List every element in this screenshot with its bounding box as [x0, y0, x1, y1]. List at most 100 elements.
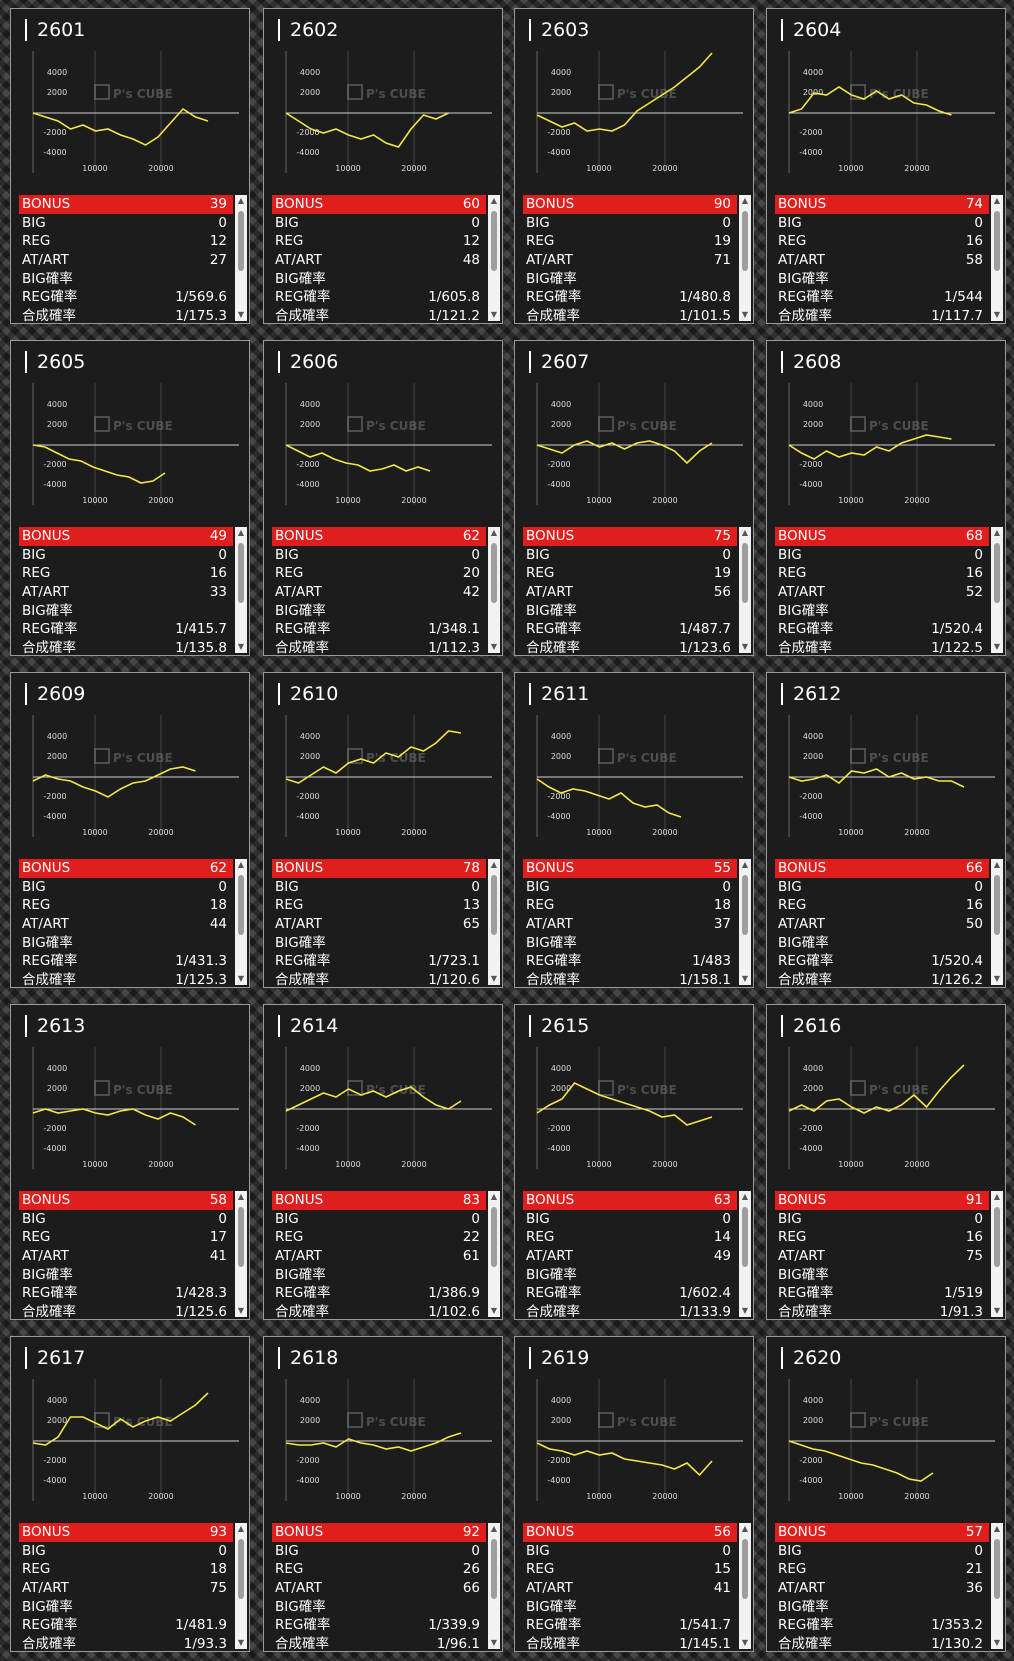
table-scrollbar[interactable]: ▲ ▼: [991, 195, 1003, 321]
scroll-down-arrow-icon[interactable]: ▼: [993, 1638, 1001, 1647]
scroll-up-arrow-icon[interactable]: ▲: [993, 860, 1001, 869]
table-scrollbar[interactable]: ▲ ▼: [235, 195, 247, 321]
table-scrollbar[interactable]: ▲ ▼: [488, 1191, 500, 1317]
table-scrollbar[interactable]: ▲ ▼: [235, 1191, 247, 1317]
table-scrollbar[interactable]: ▲ ▼: [488, 527, 500, 653]
machine-card-2602[interactable]: 2602 4000 2000 -2000 -4000 10000 20000 P…: [263, 8, 503, 324]
scroll-down-arrow-icon[interactable]: ▼: [490, 1638, 498, 1647]
scroll-down-arrow-icon[interactable]: ▼: [237, 1638, 245, 1647]
table-scrollbar[interactable]: ▲ ▼: [739, 1523, 751, 1649]
table-scrollbar[interactable]: ▲ ▼: [991, 859, 1003, 985]
machine-card-2619[interactable]: 2619 4000 2000 -2000 -4000 10000 20000 P…: [514, 1336, 754, 1652]
scroll-up-arrow-icon[interactable]: ▲: [993, 1524, 1001, 1533]
table-scrollbar[interactable]: ▲ ▼: [739, 195, 751, 321]
scroll-up-arrow-icon[interactable]: ▲: [237, 860, 245, 869]
scroll-down-arrow-icon[interactable]: ▼: [237, 1306, 245, 1315]
table-scrollbar[interactable]: ▲ ▼: [488, 859, 500, 985]
scroll-thumb[interactable]: [238, 211, 244, 271]
table-scrollbar[interactable]: ▲ ▼: [235, 527, 247, 653]
scroll-up-arrow-icon[interactable]: ▲: [237, 528, 245, 537]
scroll-thumb[interactable]: [994, 1539, 1000, 1599]
scroll-up-arrow-icon[interactable]: ▲: [237, 1524, 245, 1533]
machine-card-2620[interactable]: 2620 4000 2000 -2000 -4000 10000 20000 P…: [766, 1336, 1006, 1652]
machine-card-2609[interactable]: 2609 4000 2000 -2000 -4000 10000 20000 P…: [10, 672, 250, 988]
scroll-thumb[interactable]: [491, 211, 497, 271]
scroll-up-arrow-icon[interactable]: ▲: [741, 860, 749, 869]
scroll-up-arrow-icon[interactable]: ▲: [741, 1192, 749, 1201]
scroll-thumb[interactable]: [491, 1539, 497, 1599]
scroll-thumb[interactable]: [491, 543, 497, 603]
scroll-thumb[interactable]: [994, 875, 1000, 935]
machine-card-2611[interactable]: 2611 4000 2000 -2000 -4000 10000 20000 P…: [514, 672, 754, 988]
scroll-thumb[interactable]: [994, 211, 1000, 271]
machine-card-2601[interactable]: 2601 4000 2000 -2000 -4000 10000 20000 P…: [10, 8, 250, 324]
scroll-down-arrow-icon[interactable]: ▼: [741, 1638, 749, 1647]
machine-card-2607[interactable]: 2607 4000 2000 -2000 -4000 10000 20000 P…: [514, 340, 754, 656]
scroll-up-arrow-icon[interactable]: ▲: [490, 860, 498, 869]
scroll-down-arrow-icon[interactable]: ▼: [993, 974, 1001, 983]
machine-card-2612[interactable]: 2612 4000 2000 -2000 -4000 10000 20000 P…: [766, 672, 1006, 988]
scroll-down-arrow-icon[interactable]: ▼: [237, 310, 245, 319]
scroll-up-arrow-icon[interactable]: ▲: [993, 1192, 1001, 1201]
scroll-up-arrow-icon[interactable]: ▲: [741, 196, 749, 205]
table-scrollbar[interactable]: ▲ ▼: [991, 1191, 1003, 1317]
scroll-up-arrow-icon[interactable]: ▲: [490, 528, 498, 537]
machine-card-2604[interactable]: 2604 4000 2000 -2000 -4000 10000 20000 P…: [766, 8, 1006, 324]
scroll-thumb[interactable]: [742, 875, 748, 935]
scroll-up-arrow-icon[interactable]: ▲: [741, 1524, 749, 1533]
scroll-down-arrow-icon[interactable]: ▼: [237, 642, 245, 651]
machine-card-2606[interactable]: 2606 4000 2000 -2000 -4000 10000 20000 P…: [263, 340, 503, 656]
table-scrollbar[interactable]: ▲ ▼: [488, 195, 500, 321]
table-scrollbar[interactable]: ▲ ▼: [991, 527, 1003, 653]
scroll-up-arrow-icon[interactable]: ▲: [741, 528, 749, 537]
scroll-down-arrow-icon[interactable]: ▼: [741, 1306, 749, 1315]
table-scrollbar[interactable]: ▲ ▼: [739, 527, 751, 653]
scroll-thumb[interactable]: [742, 211, 748, 271]
scroll-thumb[interactable]: [238, 875, 244, 935]
scroll-thumb[interactable]: [994, 1207, 1000, 1267]
machine-card-2616[interactable]: 2616 4000 2000 -2000 -4000 10000 20000 P…: [766, 1004, 1006, 1320]
machine-card-2618[interactable]: 2618 4000 2000 -2000 -4000 10000 20000 P…: [263, 1336, 503, 1652]
scroll-thumb[interactable]: [742, 1539, 748, 1599]
table-scrollbar[interactable]: ▲ ▼: [739, 859, 751, 985]
machine-card-2608[interactable]: 2608 4000 2000 -2000 -4000 10000 20000 P…: [766, 340, 1006, 656]
machine-card-2614[interactable]: 2614 4000 2000 -2000 -4000 10000 20000 P…: [263, 1004, 503, 1320]
table-scrollbar[interactable]: ▲ ▼: [488, 1523, 500, 1649]
scroll-down-arrow-icon[interactable]: ▼: [993, 1306, 1001, 1315]
scroll-thumb[interactable]: [742, 1207, 748, 1267]
machine-card-2603[interactable]: 2603 4000 2000 -2000 -4000 10000 20000 P…: [514, 8, 754, 324]
scroll-down-arrow-icon[interactable]: ▼: [490, 310, 498, 319]
scroll-thumb[interactable]: [994, 543, 1000, 603]
scroll-thumb[interactable]: [238, 543, 244, 603]
scroll-down-arrow-icon[interactable]: ▼: [741, 642, 749, 651]
table-scrollbar[interactable]: ▲ ▼: [235, 1523, 247, 1649]
scroll-up-arrow-icon[interactable]: ▲: [993, 528, 1001, 537]
scroll-thumb[interactable]: [238, 1207, 244, 1267]
table-scrollbar[interactable]: ▲ ▼: [739, 1191, 751, 1317]
scroll-up-arrow-icon[interactable]: ▲: [237, 196, 245, 205]
scroll-down-arrow-icon[interactable]: ▼: [741, 974, 749, 983]
machine-card-2613[interactable]: 2613 4000 2000 -2000 -4000 10000 20000 P…: [10, 1004, 250, 1320]
scroll-down-arrow-icon[interactable]: ▼: [490, 974, 498, 983]
machine-card-2605[interactable]: 2605 4000 2000 -2000 -4000 10000 20000 P…: [10, 340, 250, 656]
table-scrollbar[interactable]: ▲ ▼: [235, 859, 247, 985]
scroll-down-arrow-icon[interactable]: ▼: [993, 310, 1001, 319]
table-scrollbar[interactable]: ▲ ▼: [991, 1523, 1003, 1649]
scroll-down-arrow-icon[interactable]: ▼: [490, 642, 498, 651]
scroll-up-arrow-icon[interactable]: ▲: [237, 1192, 245, 1201]
scroll-up-arrow-icon[interactable]: ▲: [490, 1524, 498, 1533]
scroll-down-arrow-icon[interactable]: ▼: [993, 642, 1001, 651]
scroll-thumb[interactable]: [491, 875, 497, 935]
scroll-up-arrow-icon[interactable]: ▲: [993, 196, 1001, 205]
scroll-thumb[interactable]: [742, 543, 748, 603]
scroll-down-arrow-icon[interactable]: ▼: [741, 310, 749, 319]
scroll-down-arrow-icon[interactable]: ▼: [490, 1306, 498, 1315]
scroll-thumb[interactable]: [238, 1539, 244, 1599]
machine-card-2615[interactable]: 2615 4000 2000 -2000 -4000 10000 20000 P…: [514, 1004, 754, 1320]
scroll-up-arrow-icon[interactable]: ▲: [490, 1192, 498, 1201]
machine-card-2617[interactable]: 2617 4000 2000 -2000 -4000 10000 20000 P…: [10, 1336, 250, 1652]
scroll-down-arrow-icon[interactable]: ▼: [237, 974, 245, 983]
scroll-thumb[interactable]: [491, 1207, 497, 1267]
scroll-up-arrow-icon[interactable]: ▲: [490, 196, 498, 205]
machine-card-2610[interactable]: 2610 4000 2000 -2000 -4000 10000 20000 P…: [263, 672, 503, 988]
